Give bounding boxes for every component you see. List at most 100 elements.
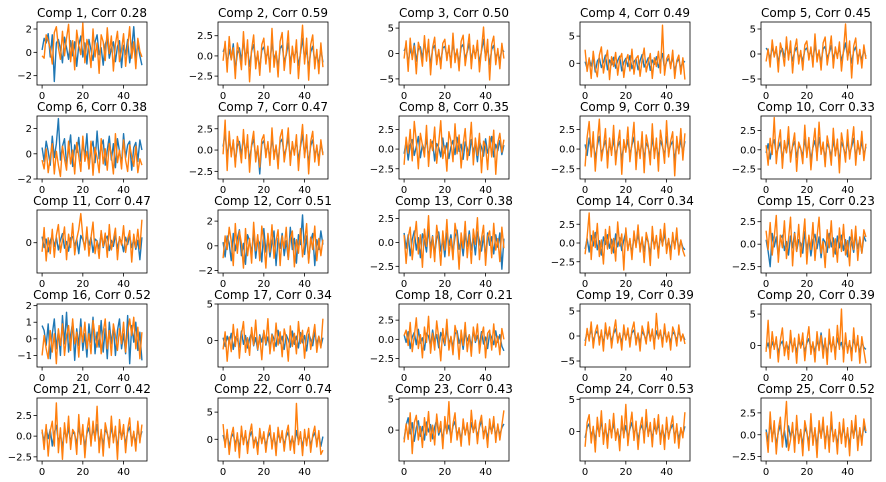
subplot-title: Comp 12, Corr 0.51 <box>214 194 332 208</box>
series-line-2 <box>403 315 505 362</box>
y-tick-label: 0.0 <box>378 238 394 249</box>
subplot-3: Comp 3, Corr 0.50 0 20 40 −5 0 5 <box>379 6 510 102</box>
subplot-16: Comp 16, Corr 0.52 0 20 40 −1 0 1 2 <box>17 288 151 384</box>
subplot-title: Comp 20, Corr 0.39 <box>757 288 875 302</box>
x-tick-label: 20 <box>257 467 270 478</box>
x-tick-label: 0 <box>582 91 588 102</box>
x-tick-label: 20 <box>438 185 451 196</box>
x-tick-label: 20 <box>76 373 89 384</box>
subplot-4: Comp 4, Corr 0.49 0 20 40 0 5 <box>569 6 691 102</box>
y-tick-label: 5 <box>388 395 394 406</box>
x-tick-label: 40 <box>479 373 492 384</box>
subplot-title: Comp 8, Corr 0.35 <box>399 100 509 114</box>
y-tick-label: 0.0 <box>378 145 394 156</box>
x-tick-label: 0 <box>220 91 226 102</box>
x-tick-label: 20 <box>438 279 451 290</box>
y-tick-label: −2.5 <box>370 164 394 175</box>
axes-frame <box>760 21 872 86</box>
y-tick-label: 2.5 <box>197 31 213 42</box>
subplot-title: Comp 17, Corr 0.34 <box>214 288 332 302</box>
series-line-2 <box>41 212 143 263</box>
subplot-11: Comp 11, Corr 0.47 0 20 40 0 <box>26 194 151 290</box>
x-tick-label: 40 <box>479 279 492 290</box>
subplot-8: Comp 8, Corr 0.35 0 20 40 −2.5 0.0 2.5 <box>370 100 510 196</box>
subplot-title: Comp 9, Corr 0.39 <box>580 100 690 114</box>
x-tick-label: 0 <box>763 279 769 290</box>
subplot-12: Comp 12, Corr 0.51 0 20 40 −2 0 2 <box>198 194 332 290</box>
subplot-13: Comp 13, Corr 0.38 0 20 40 −2.5 0.0 2.5 <box>370 194 513 290</box>
subplot-title: Comp 2, Corr 0.59 <box>218 6 328 20</box>
x-tick-label: 40 <box>298 373 311 384</box>
x-tick-label: 40 <box>298 185 311 196</box>
y-tick-label: 2.5 <box>378 214 394 225</box>
x-tick-label: 20 <box>619 279 632 290</box>
series-line-2 <box>403 401 505 455</box>
x-tick-label: 40 <box>479 91 492 102</box>
y-tick-label: −2.5 <box>370 262 394 273</box>
y-tick-label: −2.5 <box>732 452 756 463</box>
subplot-title: Comp 7, Corr 0.47 <box>218 100 328 114</box>
x-tick-label: 20 <box>76 279 89 290</box>
series-line-2 <box>41 22 143 75</box>
x-tick-label: 0 <box>39 467 45 478</box>
axes-frame <box>36 21 148 86</box>
series-line-1 <box>222 329 324 352</box>
series-line-2 <box>584 312 686 352</box>
x-tick-label: 40 <box>841 467 854 478</box>
x-tick-label: 0 <box>582 185 588 196</box>
x-tick-label: 0 <box>39 185 45 196</box>
x-tick-label: 40 <box>117 279 130 290</box>
y-tick-label: 0 <box>750 50 756 61</box>
x-tick-label: 0 <box>220 185 226 196</box>
subplot-title: Comp 14, Corr 0.34 <box>576 194 694 208</box>
axes-frame <box>217 397 329 462</box>
y-tick-label: −2.5 <box>732 262 756 273</box>
y-tick-label: 0.0 <box>559 145 575 156</box>
y-tick-label: −2 <box>17 71 32 82</box>
x-tick-label: 0 <box>582 279 588 290</box>
subplot-15: Comp 15, Corr 0.23 0 20 40 −2.5 0.0 2.5 <box>732 194 875 290</box>
subplot-title: Comp 18, Corr 0.21 <box>395 288 513 302</box>
x-tick-label: 40 <box>660 279 673 290</box>
y-tick-label: 5 <box>569 307 575 318</box>
x-tick-label: 0 <box>582 467 588 478</box>
series-line-2 <box>403 120 505 175</box>
y-tick-label: 0 <box>207 336 213 347</box>
subplot-21: Comp 21, Corr 0.42 0 20 40 −2.5 0.0 2.5 <box>8 382 151 478</box>
x-tick-label: 20 <box>619 91 632 102</box>
y-tick-label: 5 <box>388 24 394 35</box>
x-tick-label: 40 <box>117 91 130 102</box>
subplot-title: Comp 3, Corr 0.50 <box>399 6 509 20</box>
subplot-18: Comp 18, Corr 0.21 0 20 40 −2.5 0.0 2.5 <box>370 288 513 384</box>
y-tick-label: 0 <box>26 149 32 160</box>
subplot-10: Comp 10, Corr 0.33 0 20 40 −2.5 0.0 2.5 <box>732 100 875 196</box>
x-tick-label: 40 <box>660 373 673 384</box>
series-line-2 <box>765 400 867 459</box>
y-tick-label: 5 <box>207 408 213 419</box>
series-line-1 <box>584 52 686 73</box>
subplot-title: Comp 13, Corr 0.38 <box>395 194 513 208</box>
series-line-2 <box>584 118 686 177</box>
axes-frame <box>579 397 691 462</box>
x-tick-label: 40 <box>117 373 130 384</box>
series-line-2 <box>41 316 143 365</box>
subplot-2: Comp 2, Corr 0.59 0 20 40 −2.5 0.0 2.5 <box>189 6 329 102</box>
y-tick-label: 0 <box>569 427 575 438</box>
subplot-9: Comp 9, Corr 0.39 0 20 40 −2.5 0.0 2.5 <box>551 100 691 196</box>
y-tick-label: −5 <box>560 357 575 368</box>
x-tick-label: 20 <box>619 373 632 384</box>
y-tick-label: 0.0 <box>197 51 213 62</box>
series-line-2 <box>222 24 324 83</box>
series-line-2 <box>222 317 324 362</box>
subplot-title: Comp 24, Corr 0.53 <box>576 382 694 396</box>
y-tick-label: 0.0 <box>197 146 213 157</box>
x-tick-label: 40 <box>841 279 854 290</box>
x-tick-label: 0 <box>401 467 407 478</box>
x-tick-label: 20 <box>438 373 451 384</box>
y-tick-label: 0 <box>388 49 394 60</box>
y-tick-label: −2.5 <box>551 164 575 175</box>
subplot-25: Comp 25, Corr 0.52 0 20 40 −2.5 0.0 2.5 <box>732 382 875 478</box>
subplot-title: Comp 22, Corr 0.74 <box>214 382 332 396</box>
y-tick-label: 2.5 <box>378 316 394 327</box>
